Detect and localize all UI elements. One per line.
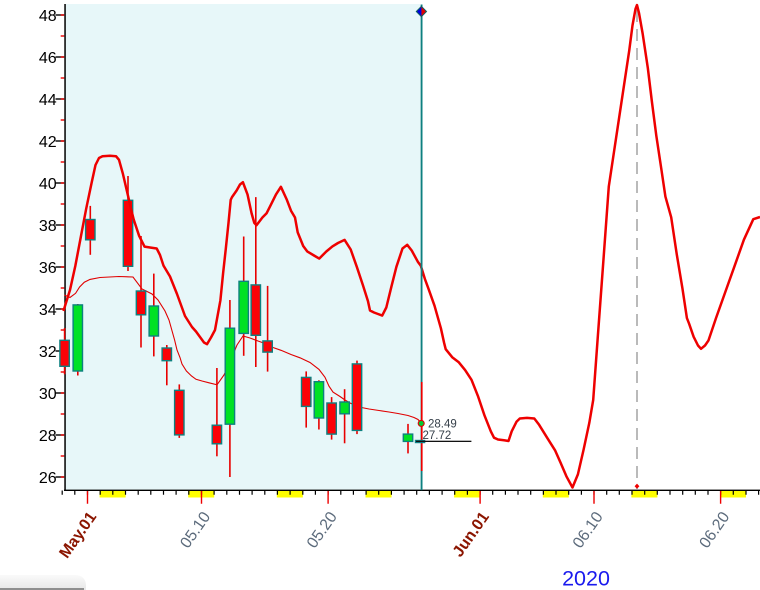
- svg-text:46: 46: [39, 50, 57, 67]
- svg-text:38: 38: [39, 218, 57, 235]
- svg-text:2020: 2020: [562, 567, 610, 590]
- svg-text:26: 26: [39, 470, 57, 487]
- svg-text:36: 36: [39, 260, 57, 277]
- svg-text:32: 32: [39, 344, 57, 361]
- svg-text:28: 28: [39, 428, 57, 445]
- svg-text:27.72: 27.72: [423, 430, 452, 442]
- svg-text:42: 42: [39, 134, 57, 151]
- svg-text:28.49: 28.49: [428, 418, 457, 430]
- svg-text:44: 44: [39, 92, 57, 109]
- svg-text:40: 40: [39, 176, 57, 193]
- svg-text:48: 48: [39, 8, 57, 25]
- svg-text:30: 30: [39, 386, 57, 403]
- svg-text:34: 34: [39, 302, 57, 319]
